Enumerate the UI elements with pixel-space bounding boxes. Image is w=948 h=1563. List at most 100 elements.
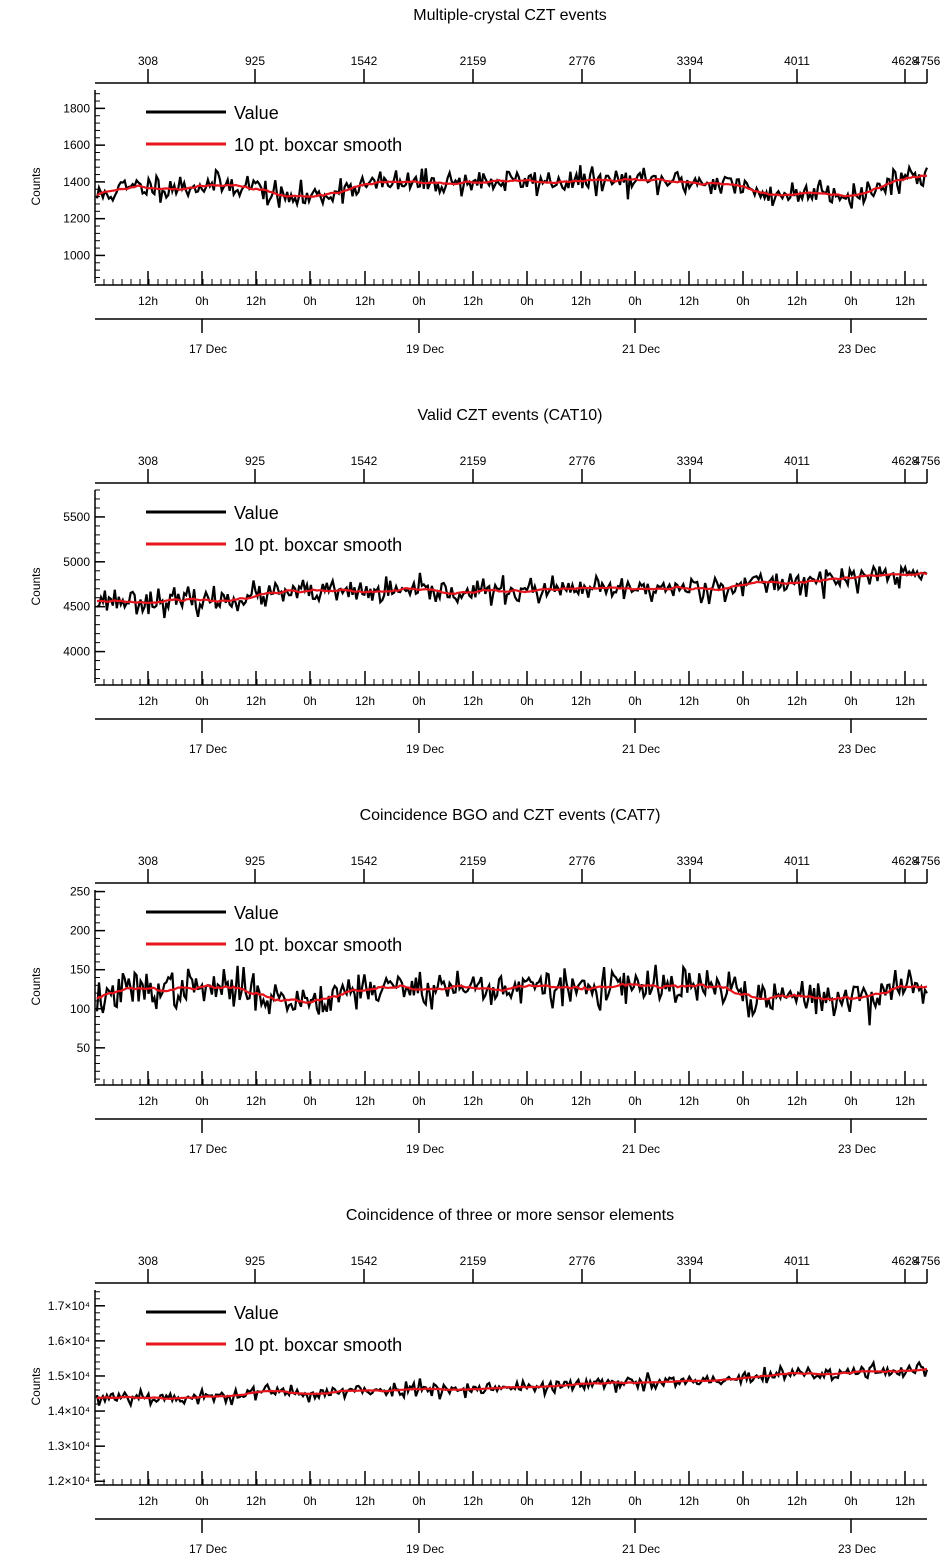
time-axis-tick-label: 0h — [844, 1494, 857, 1508]
top-axis-tick-label: 4011 — [784, 854, 810, 868]
chart-panel: Multiple-crystal CZT events 308 925 1542 215… — [29, 7, 941, 356]
top-axis-tick-label: 2159 — [460, 854, 487, 868]
top-axis-tick-label: 925 — [245, 54, 265, 68]
y-axis-tick-label: 4000 — [63, 645, 90, 659]
date-axis-tick-label: 23 Dec — [838, 1542, 876, 1556]
time-axis-tick-label: 12h — [138, 694, 158, 708]
y-axis-tick-label: 1400 — [63, 175, 90, 189]
top-axis-tick-label: 4628 — [892, 854, 919, 868]
legend-label-value: Value — [234, 103, 279, 123]
top-axis-tick-label: 925 — [245, 1254, 265, 1268]
time-axis-tick-label: 0h — [628, 294, 641, 308]
time-axis-tick-label: 0h — [195, 294, 208, 308]
time-axis-tick-label: 12h — [895, 1094, 915, 1108]
legend-label-smooth: 10 pt. boxcar smooth — [234, 1335, 402, 1355]
time-axis-tick-label: 12h — [787, 1094, 807, 1108]
top-axis-tick-label: 2159 — [460, 1254, 487, 1268]
series-line-value — [95, 963, 928, 1026]
legend-label-smooth: 10 pt. boxcar smooth — [234, 535, 402, 555]
top-axis-tick-label: 3394 — [677, 1254, 704, 1268]
top-axis-tick-label: 308 — [138, 854, 158, 868]
date-axis-tick-label: 17 Dec — [189, 742, 227, 756]
y-axis-label: Counts — [29, 967, 43, 1005]
y-axis-tick-label: 5000 — [63, 555, 90, 569]
series-line-value — [95, 1359, 929, 1409]
date-axis-tick-label: 19 Dec — [406, 1142, 444, 1156]
time-axis-tick-label: 0h — [736, 1494, 749, 1508]
y-axis-label: Counts — [29, 567, 43, 605]
top-axis-tick-label: 4628 — [892, 454, 919, 468]
time-axis-tick-label: 0h — [628, 1094, 641, 1108]
chart-panel: Coincidence BGO and CZT events (CAT7) 308… — [29, 807, 941, 1156]
top-axis-tick-label: 2159 — [460, 54, 487, 68]
y-axis-tick-label: 1.3×10⁴ — [48, 1439, 90, 1453]
time-axis-tick-label: 0h — [303, 294, 316, 308]
top-axis-tick-label: 308 — [138, 1254, 158, 1268]
chart-panel: Coincidence of three or more sensor elem… — [29, 1207, 941, 1556]
chart-title: Coincidence of three or more sensor elem… — [346, 1207, 674, 1224]
time-axis-tick-label: 12h — [246, 694, 266, 708]
top-axis-tick-label: 3394 — [677, 454, 704, 468]
time-axis-tick-label: 12h — [895, 1494, 915, 1508]
top-axis-tick-label: 3394 — [677, 54, 704, 68]
time-axis-tick-label: 0h — [195, 694, 208, 708]
time-axis-tick-label: 12h — [895, 294, 915, 308]
time-axis-tick-label: 0h — [303, 1094, 316, 1108]
y-axis-tick-label: 150 — [70, 963, 90, 977]
time-axis-tick-label: 12h — [571, 694, 591, 708]
time-axis-tick-label: 12h — [246, 1494, 266, 1508]
top-axis-tick-label: 1542 — [351, 1254, 378, 1268]
time-axis-tick-label: 12h — [895, 694, 915, 708]
top-axis-tick-label: 4628 — [892, 54, 919, 68]
date-axis-tick-label: 21 Dec — [622, 342, 660, 356]
y-axis-tick-label: 1200 — [63, 212, 90, 226]
top-axis-tick-label: 4756 — [914, 1254, 941, 1268]
time-axis-tick-label: 0h — [520, 294, 533, 308]
top-axis-tick-label: 1542 — [351, 854, 378, 868]
legend-label-value: Value — [234, 1303, 279, 1323]
top-axis-tick-label: 4011 — [784, 54, 810, 68]
time-axis-tick-label: 12h — [138, 1094, 158, 1108]
time-axis-tick-label: 12h — [355, 694, 375, 708]
time-axis-tick-label: 0h — [412, 294, 425, 308]
time-axis-tick-label: 12h — [787, 1494, 807, 1508]
date-axis-tick-label: 21 Dec — [622, 1542, 660, 1556]
top-axis-tick-label: 1542 — [351, 454, 378, 468]
series-line-smooth — [96, 174, 928, 198]
y-axis-label: Counts — [29, 167, 43, 205]
time-axis-tick-label: 0h — [412, 1494, 425, 1508]
legend-label-smooth: 10 pt. boxcar smooth — [234, 135, 402, 155]
time-axis-tick-label: 0h — [303, 694, 316, 708]
time-axis-tick-label: 12h — [787, 694, 807, 708]
time-axis-tick-label: 12h — [355, 1094, 375, 1108]
time-axis-tick-label: 12h — [355, 294, 375, 308]
time-axis-tick-label: 12h — [463, 294, 483, 308]
top-axis-tick-label: 308 — [138, 454, 158, 468]
time-axis-tick-label: 0h — [195, 1494, 208, 1508]
date-axis-tick-label: 19 Dec — [406, 342, 444, 356]
y-axis-tick-label: 1.5×10⁴ — [48, 1369, 90, 1383]
date-axis-tick-label: 17 Dec — [189, 342, 227, 356]
y-axis-tick-label: 5500 — [63, 510, 90, 524]
time-axis-tick-label: 0h — [736, 694, 749, 708]
y-axis-tick-label: 1.7×10⁴ — [48, 1299, 90, 1313]
top-axis-tick-label: 4628 — [892, 1254, 919, 1268]
time-axis-tick-label: 0h — [520, 1494, 533, 1508]
time-axis-tick-label: 12h — [246, 1094, 266, 1108]
time-axis-tick-label: 12h — [138, 294, 158, 308]
time-axis-tick-label: 0h — [303, 1494, 316, 1508]
y-axis-tick-label: 50 — [77, 1041, 91, 1055]
top-axis-tick-label: 2159 — [460, 454, 487, 468]
time-axis-tick-label: 12h — [679, 1094, 699, 1108]
top-axis-tick-label: 4756 — [914, 454, 941, 468]
y-axis-tick-label: 200 — [70, 924, 90, 938]
legend-label-value: Value — [234, 503, 279, 523]
chart-title: Coincidence BGO and CZT events (CAT7) — [360, 807, 661, 824]
date-axis-tick-label: 17 Dec — [189, 1142, 227, 1156]
time-axis-tick-label: 12h — [463, 1094, 483, 1108]
time-axis-tick-label: 12h — [571, 294, 591, 308]
date-axis-tick-label: 21 Dec — [622, 1142, 660, 1156]
top-axis-tick-label: 925 — [245, 454, 265, 468]
time-axis-tick-label: 12h — [463, 1494, 483, 1508]
y-axis-tick-label: 1000 — [63, 248, 90, 262]
